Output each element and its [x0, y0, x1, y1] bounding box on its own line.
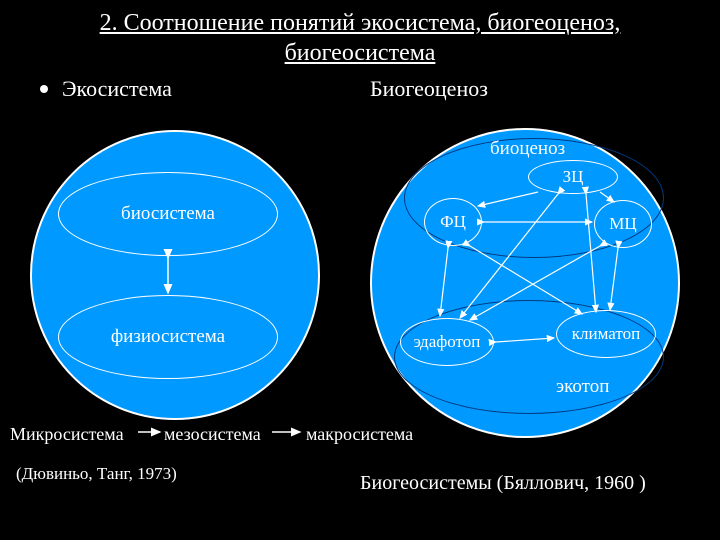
macrosystem-label: макросистема [306, 424, 413, 445]
mc-node: МЦ [594, 200, 652, 248]
microsystem-label: Микросистема [10, 424, 124, 445]
edaphotop-node: эдафотоп [400, 318, 494, 366]
slide-title: 2. Соотношение понятий экосистема, биоге… [0, 0, 720, 70]
right-heading: Биогеоценоз [350, 76, 680, 102]
citation-byallovich: Биогеосистемы (Бяллович, 1960 ) [360, 472, 646, 495]
biosystem-ellipse: биосистема [58, 172, 278, 256]
biocenosis-label: биоценоз [490, 138, 565, 160]
zc-node: ЗЦ [528, 160, 618, 194]
headings-row: Экосистема Биогеоценоз [0, 70, 720, 104]
citation-duvigneaud: (Дювиньо, Танг, 1973) [16, 464, 177, 484]
ecoton-label: экотоп [556, 376, 609, 398]
left-heading: Экосистема [62, 76, 172, 102]
bullet-icon [40, 85, 48, 93]
mesosystem-label: мезосистема [164, 424, 261, 445]
physiosystem-ellipse: физиосистема [58, 295, 278, 379]
climatop-node: климатоп [556, 310, 656, 358]
fc-node: ФЦ [424, 198, 482, 246]
left-heading-wrap: Экосистема [40, 76, 350, 102]
